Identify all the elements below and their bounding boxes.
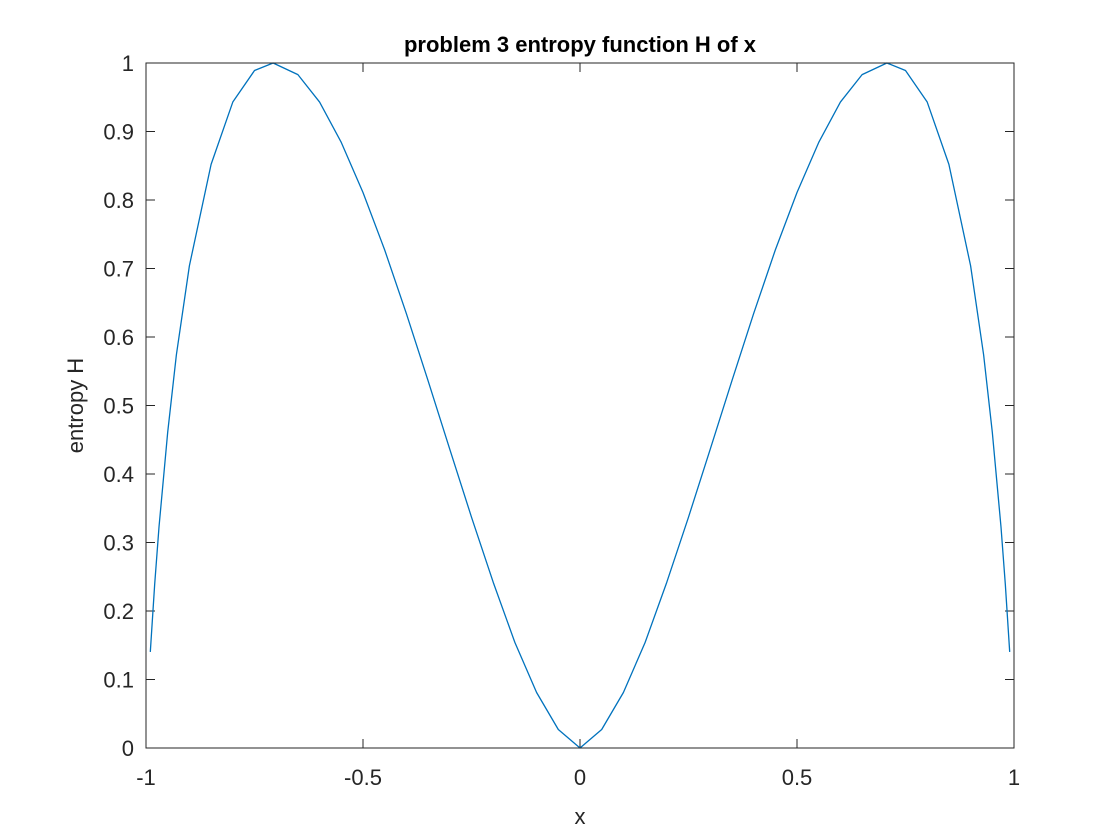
y-tick-label: 0.9 — [103, 120, 134, 145]
y-tick-label: 0.2 — [103, 599, 134, 624]
y-tick-label: 0 — [122, 736, 134, 761]
y-tick-label: 0.5 — [103, 394, 134, 419]
x-tick-label: -1 — [136, 765, 156, 790]
y-tick-label: 0.8 — [103, 188, 134, 213]
x-axis-label: x — [575, 804, 586, 829]
x-tick-label: 0.5 — [782, 765, 813, 790]
plot-area — [146, 63, 1014, 748]
y-tick-label: 0.1 — [103, 668, 134, 693]
y-tick-label: 0.7 — [103, 257, 134, 282]
y-axis-ticks: 0 0.1 0.2 0.3 0.4 0.5 0.6 0.7 0.8 0.9 1 — [103, 51, 1014, 761]
x-tick-label: -0.5 — [344, 765, 382, 790]
y-tick-label: 0.3 — [103, 531, 134, 556]
x-tick-label: 1 — [1008, 765, 1020, 790]
y-axis-label: entropy H — [63, 358, 88, 453]
x-axis-ticks: -1 -0.5 0 0.5 1 — [136, 63, 1020, 790]
x-tick-label: 0 — [574, 765, 586, 790]
y-tick-label: 0.4 — [103, 462, 134, 487]
y-tick-label: 0.6 — [103, 325, 134, 350]
axes-box — [145, 62, 1015, 749]
y-tick-label: 1 — [122, 51, 134, 76]
chart-title: problem 3 entropy function H of x — [404, 32, 757, 57]
